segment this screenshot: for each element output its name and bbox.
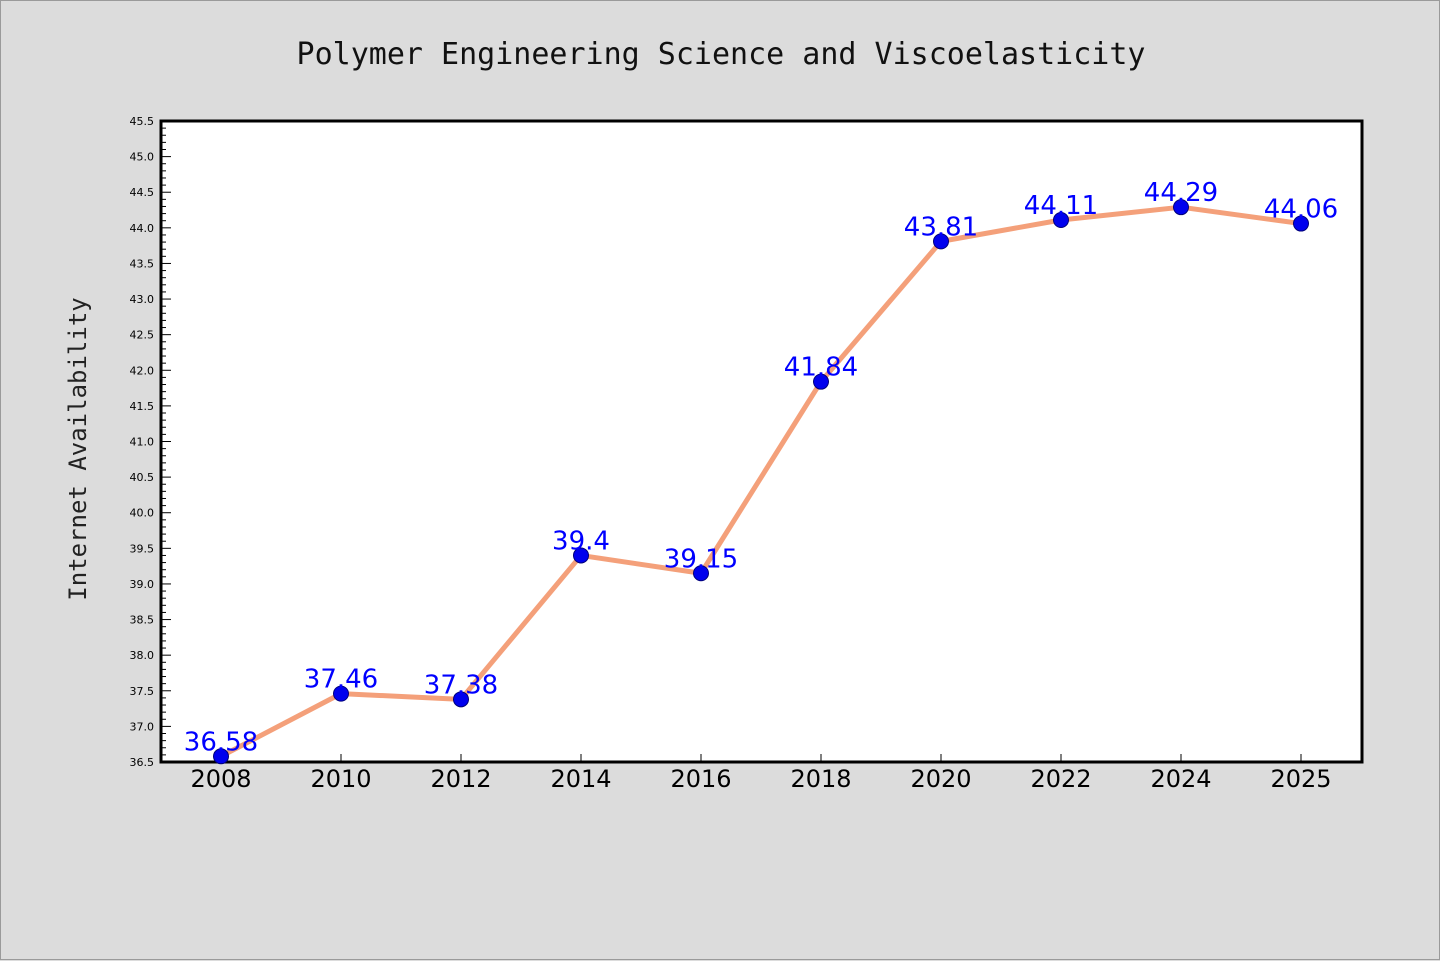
y-tick-label: 42.0	[130, 364, 155, 377]
x-tick-label: 2008	[190, 765, 251, 793]
data-point	[333, 685, 349, 702]
y-axis-label: Internet Availability	[64, 297, 92, 600]
x-tick-label: 2022	[1030, 765, 1091, 793]
data-point	[693, 565, 709, 582]
data-label: 43.81	[904, 212, 978, 242]
data-point	[213, 748, 229, 765]
y-tick-label: 37.0	[130, 720, 155, 733]
data-point	[813, 373, 829, 390]
x-tick-label: 2010	[310, 765, 371, 793]
y-tick-label: 40.0	[130, 507, 155, 520]
y-tick-label: 41.0	[130, 436, 155, 449]
y-tick-label: 39.5	[130, 542, 155, 555]
y-tick-label: 39.0	[130, 578, 155, 591]
y-tick-label: 41.5	[130, 400, 155, 413]
y-axis-ticks: 36.5 37.0 37.5 38.0 38.5 39.0 39.5 40.0 40.5 41.0…	[130, 115, 171, 769]
x-tick-label: 2020	[910, 765, 971, 793]
y-tick-label: 43.0	[130, 293, 155, 306]
y-tick-label: 43.5	[130, 257, 155, 270]
data-label: 37.38	[424, 670, 498, 700]
y-tick-label: 44.5	[130, 186, 155, 199]
data-label: 44.11	[1024, 191, 1098, 221]
x-tick-label: 2016	[670, 765, 731, 793]
y-tick-label: 36.5	[130, 756, 155, 769]
data-label: 39.15	[664, 544, 738, 574]
x-tick-label: 2024	[1150, 765, 1211, 793]
data-point	[453, 691, 469, 708]
data-point	[933, 233, 949, 250]
plot-area	[159, 119, 1364, 764]
y-tick-label: 40.5	[130, 471, 155, 484]
data-label: 44.06	[1264, 195, 1338, 225]
x-tick-label: 2018	[790, 765, 851, 793]
y-tick-label: 38.0	[130, 649, 155, 662]
data-label: 44.29	[1144, 178, 1218, 208]
y-tick-label: 42.5	[130, 329, 155, 342]
data-point	[1293, 215, 1309, 232]
x-tick-label: 2012	[430, 765, 491, 793]
data-label: 36.58	[184, 727, 258, 757]
data-labels: 36.58 37.46 37.38 39.4 39.15 41.84 43.81 44.11 4…	[184, 178, 1338, 757]
series-line	[218, 204, 1304, 759]
y-tick-label: 44.0	[130, 222, 155, 235]
y-tick-label: 37.5	[130, 685, 155, 698]
x-axis-ticks: 2008 2010 2012 2014 2016 2018 2020 2022 2024 2025	[190, 754, 1332, 793]
data-point	[1173, 199, 1189, 216]
x-tick-label: 2014	[550, 765, 611, 793]
data-point	[573, 547, 589, 564]
data-series	[213, 199, 1309, 765]
y-tick-label: 38.5	[130, 614, 155, 627]
x-tick-label: 2025	[1270, 765, 1331, 793]
data-label: 37.46	[304, 665, 378, 695]
data-label: 39.4	[552, 526, 610, 556]
chart-title: Polymer Engineering Science and Viscoela…	[297, 37, 1146, 72]
data-label: 41.84	[784, 353, 858, 383]
y-tick-label: 45.0	[130, 151, 155, 164]
data-point	[1053, 211, 1069, 228]
y-tick-label: 45.5	[130, 115, 155, 128]
